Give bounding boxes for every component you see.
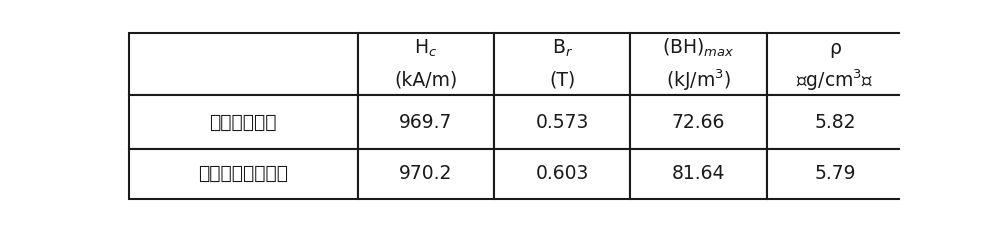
Bar [358, 149, 494, 199]
Bar [129, 149, 358, 199]
Text: （g/cm$^3$）: （g/cm$^3$） [796, 67, 874, 93]
Text: 970.2: 970.2 [399, 164, 452, 183]
Text: 0.603: 0.603 [535, 164, 589, 183]
Bar [494, 149, 630, 199]
Bar [129, 33, 358, 95]
Bar [630, 33, 767, 95]
Bar [494, 95, 630, 149]
Text: (kJ/m$^3$): (kJ/m$^3$) [666, 67, 731, 93]
Bar [767, 149, 903, 199]
Text: 取向冷等静压磁体: 取向冷等静压磁体 [198, 164, 288, 183]
Bar [767, 33, 903, 95]
Text: (kA/m): (kA/m) [394, 71, 457, 90]
Text: 969.7: 969.7 [399, 113, 452, 132]
Bar [494, 33, 630, 95]
Bar [129, 95, 358, 149]
Text: (BH)$_{max}$: (BH)$_{max}$ [662, 37, 735, 59]
Text: B$_r$: B$_r$ [552, 38, 573, 59]
Text: ρ: ρ [829, 39, 841, 58]
Bar [358, 95, 494, 149]
Bar [767, 95, 903, 149]
Bar [630, 149, 767, 199]
Text: 81.64: 81.64 [672, 164, 725, 183]
Text: 5.82: 5.82 [814, 113, 856, 132]
Bar [630, 95, 767, 149]
Text: 5.79: 5.79 [814, 164, 856, 183]
Text: 72.66: 72.66 [672, 113, 725, 132]
Text: (T): (T) [549, 71, 575, 90]
Bar [358, 33, 494, 95]
Text: H$_c$: H$_c$ [414, 38, 437, 59]
Text: 0.573: 0.573 [535, 113, 589, 132]
Text: 普通压制磁体: 普通压制磁体 [209, 113, 277, 132]
